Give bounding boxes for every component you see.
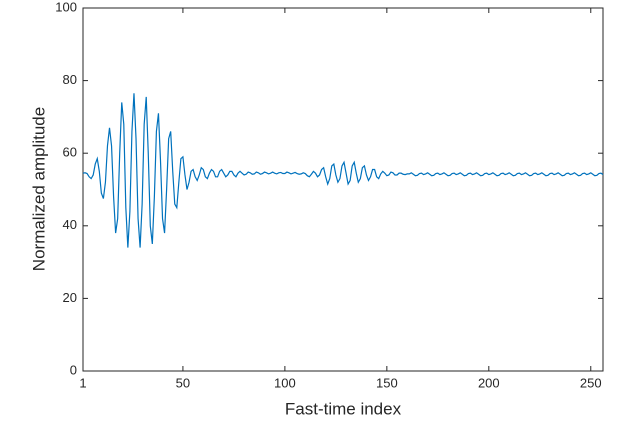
axes-box	[82, 7, 604, 372]
x-axis-label: Fast-time index	[285, 399, 402, 418]
y-tick-label: 40	[63, 217, 77, 232]
y-tick-label: 60	[63, 145, 77, 160]
x-tick-label: 200	[478, 375, 500, 390]
x-tick-label: 1	[79, 375, 86, 390]
x-tick-label: 50	[176, 375, 190, 390]
y-tick-label: 80	[63, 72, 77, 87]
y-tick-label: 0	[70, 362, 77, 377]
y-tick-label: 20	[63, 290, 77, 305]
x-tick-label: 100	[274, 375, 296, 390]
x-tick-label: 250	[580, 375, 602, 390]
x-tick-label: 150	[376, 375, 398, 390]
y-tick-label: 100	[55, 0, 77, 14]
y-axis-label: Normalized amplitude	[29, 107, 48, 271]
data-line	[82, 93, 604, 248]
